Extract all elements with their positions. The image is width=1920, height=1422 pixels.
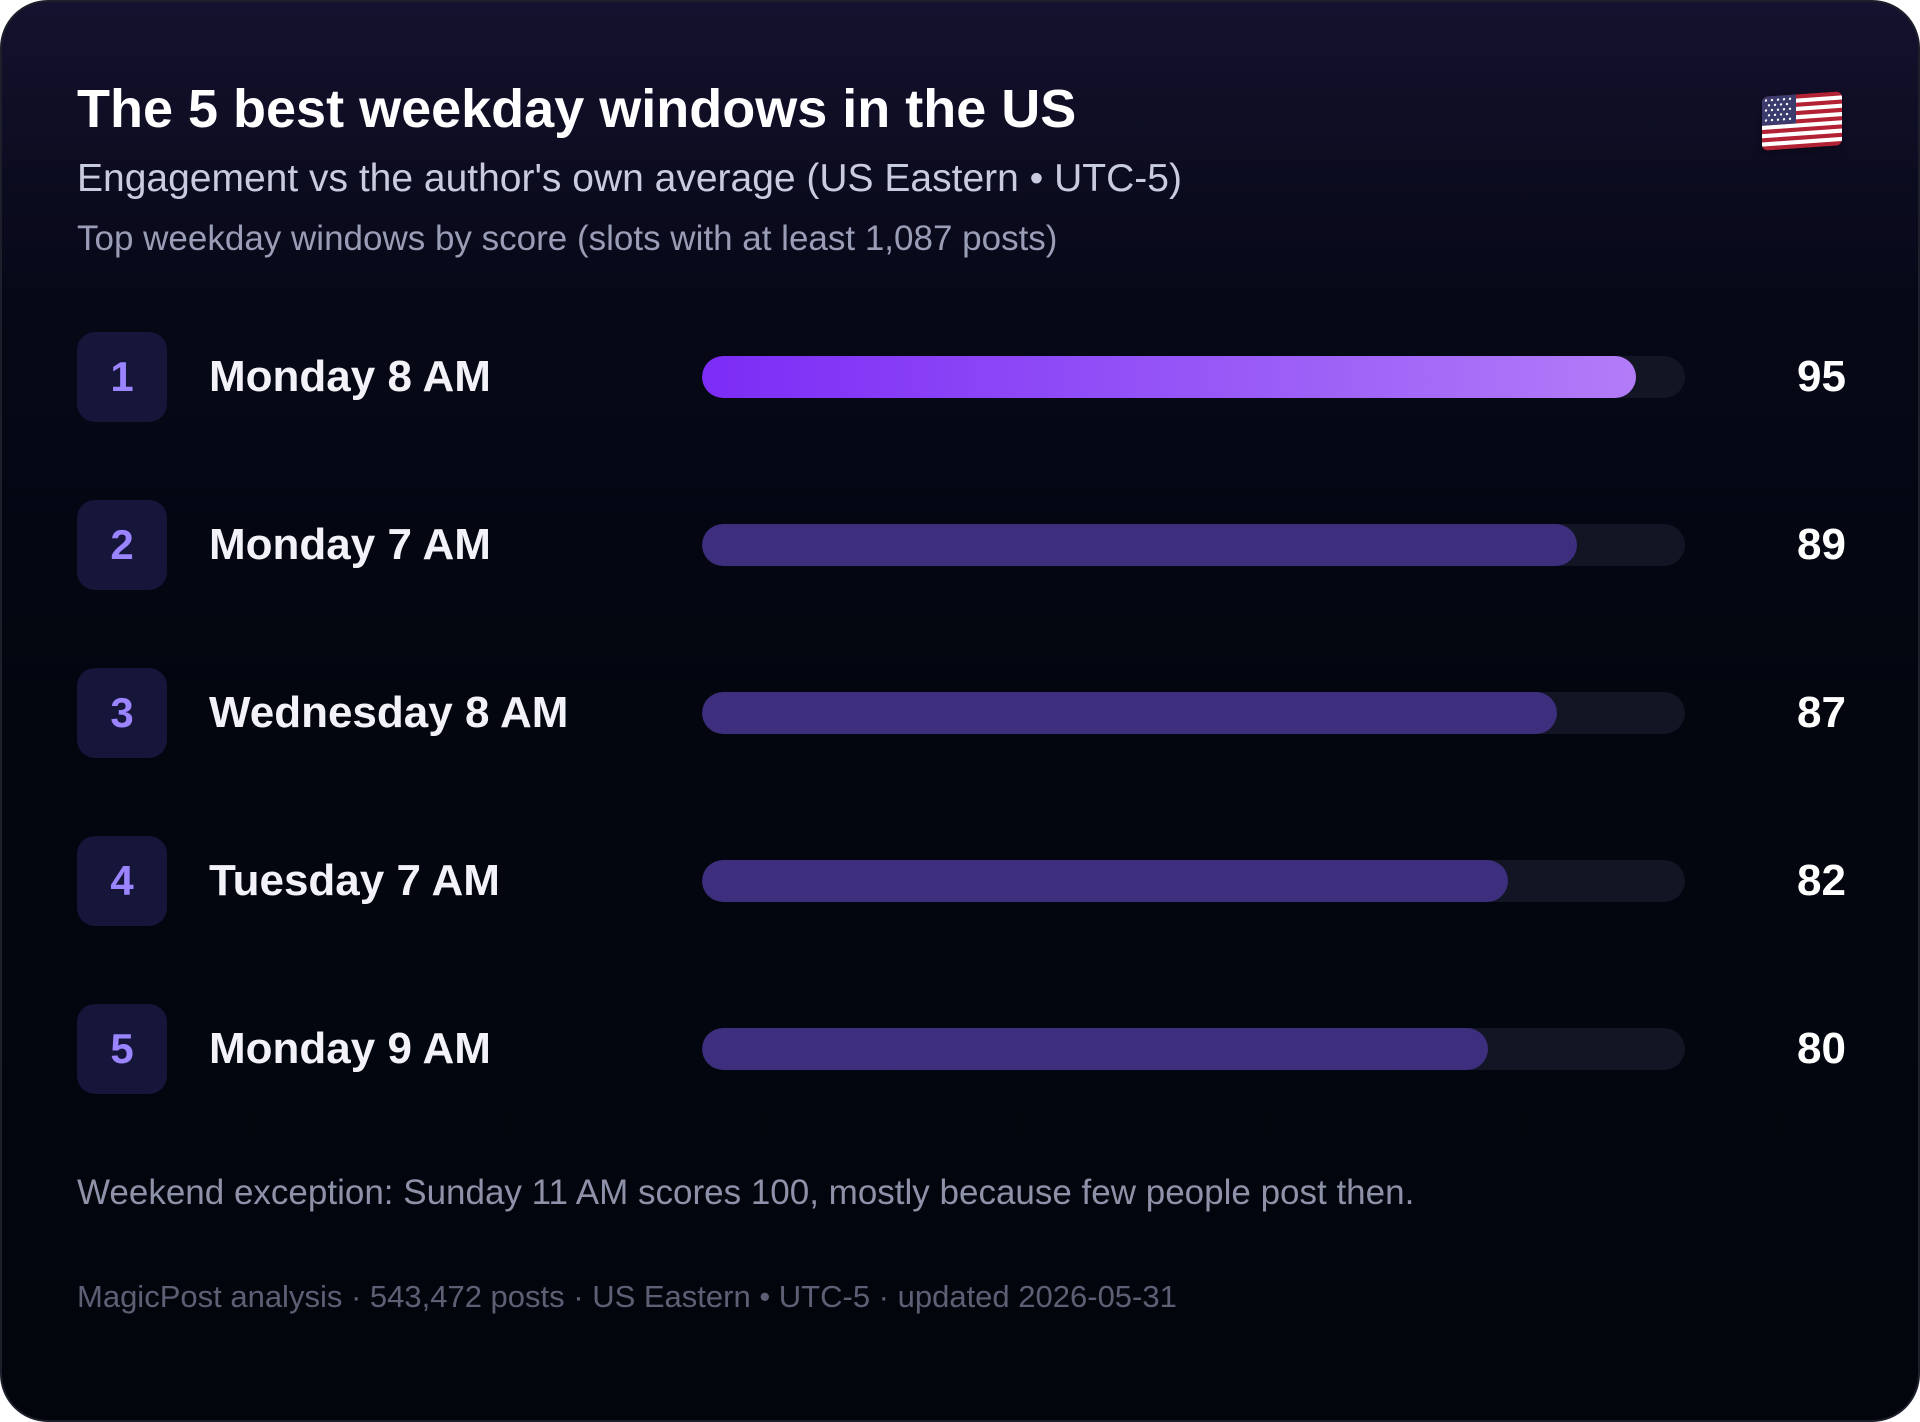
bar-track	[702, 692, 1685, 734]
category-label: Monday 9 AM	[209, 1024, 491, 1073]
category-label: Monday 7 AM	[209, 520, 491, 569]
category-label: Monday 8 AM	[209, 352, 491, 401]
bar	[702, 1028, 1489, 1070]
footer-source: MagicPost analysis · 543,472 posts · US …	[77, 1279, 1177, 1314]
bar-row: 4 Tuesday 7 AM 82	[2, 836, 1918, 926]
bar	[702, 692, 1558, 734]
bar	[702, 524, 1577, 566]
value-label: 82	[1797, 856, 1846, 905]
category-label: Wednesday 8 AM	[209, 688, 569, 737]
bar-track	[702, 1028, 1685, 1070]
bar	[702, 356, 1636, 398]
bar-row: 5 Monday 9 AM 80	[2, 1004, 1918, 1094]
value-label: 95	[1797, 352, 1846, 401]
value-label: 80	[1797, 1024, 1846, 1073]
bar-track	[702, 860, 1685, 902]
value-label: 87	[1797, 688, 1846, 737]
bar-row: 1 Monday 8 AM 95	[2, 332, 1918, 422]
bar-row: 3 Wednesday 8 AM 87	[2, 668, 1918, 758]
rank-badge: 2	[77, 500, 167, 590]
chart-subtitle: Engagement vs the author's own average (…	[77, 157, 1182, 200]
bar-track	[702, 524, 1685, 566]
category-label: Tuesday 7 AM	[209, 856, 500, 905]
bar-row: 2 Monday 7 AM 89	[2, 500, 1918, 590]
rank-badge: 1	[77, 332, 167, 422]
bar	[702, 860, 1509, 902]
rank-badge: 5	[77, 1004, 167, 1094]
bar-track	[702, 356, 1685, 398]
rank-badge: 3	[77, 668, 167, 758]
chart-title: The 5 best weekday windows in the US	[77, 79, 1077, 139]
chart-subtitle-secondary: Top weekday windows by score (slots with…	[77, 219, 1058, 258]
weekend-exception-note: Weekend exception: Sunday 11 AM scores 1…	[77, 1173, 1415, 1212]
us-flag-icon	[1762, 91, 1842, 151]
rank-badge: 4	[77, 836, 167, 926]
value-label: 89	[1797, 520, 1846, 569]
